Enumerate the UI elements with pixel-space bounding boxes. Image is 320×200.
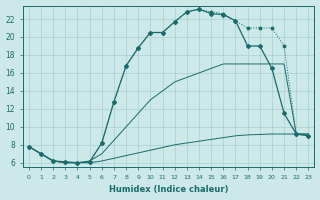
X-axis label: Humidex (Indice chaleur): Humidex (Indice chaleur) <box>109 185 228 194</box>
